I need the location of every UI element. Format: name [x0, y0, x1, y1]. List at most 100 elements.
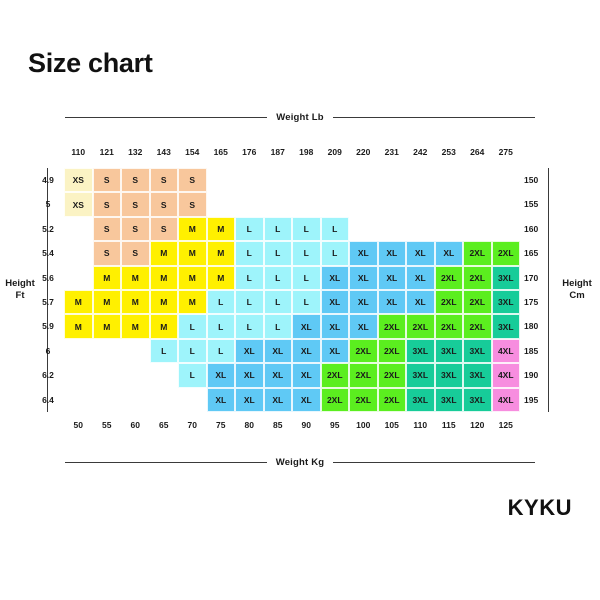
size-cell: L [292, 265, 321, 290]
weight-kg-axis-caption: Weight Kg [65, 457, 535, 468]
height-ft-tick: 5.7 [42, 296, 54, 307]
size-cell-empty [435, 217, 464, 241]
size-cell: L [263, 289, 292, 315]
height-ft-tick: 6.4 [42, 394, 54, 405]
size-cell-empty [264, 192, 293, 216]
size-cell: M [206, 216, 235, 242]
size-cell-empty [435, 192, 464, 216]
height-cm-tick: 185 [524, 345, 539, 356]
size-cell-empty [178, 388, 207, 412]
size-cell: XL [263, 338, 292, 364]
weight-lb-tick: 253 [441, 147, 456, 157]
size-cell: S [149, 216, 178, 242]
size-cell: L [235, 265, 264, 290]
size-cell-empty [93, 388, 122, 412]
size-cell: 3XL [463, 387, 492, 412]
size-cell: 2XL [463, 265, 492, 290]
size-cell: 2XL [434, 314, 463, 339]
height-ft-label-line2: Ft [15, 290, 25, 301]
weight-kg-tick: 50 [73, 420, 83, 430]
size-cell: 3XL [491, 289, 520, 315]
size-cell: 2XL [349, 387, 378, 412]
height-ft-tick: 5 [45, 199, 51, 210]
size-cell-empty [406, 192, 435, 216]
height-cm-tick: 175 [524, 296, 539, 307]
size-cell: XL [206, 387, 235, 412]
size-cell-empty [121, 339, 150, 363]
size-cell: S [121, 216, 150, 242]
size-cell: S [149, 168, 178, 193]
size-cell: S [149, 192, 178, 217]
size-cell: M [149, 241, 178, 266]
size-grid-row: L L L XL XL XL XL 2XL 2XL 3XL 3XL 3XL 4XL [64, 338, 520, 364]
size-cell: S [92, 216, 121, 242]
size-cell: 3XL [434, 387, 463, 412]
size-cell: S [92, 168, 121, 193]
weight-kg-tick: 90 [301, 420, 311, 430]
height-ft-tick: 5.4 [42, 248, 54, 259]
size-cell: M [178, 289, 207, 315]
size-cell: L [263, 216, 292, 242]
size-cell: 3XL [406, 387, 435, 412]
size-cell: M [121, 289, 150, 315]
size-cell: XS [64, 168, 93, 193]
size-cell: XS [64, 192, 93, 217]
size-cell: XL [406, 241, 435, 266]
caption-rule-right [333, 462, 535, 463]
height-ft-axis-caption: Height Ft [0, 168, 62, 412]
weight-lb-axis-caption: Weight Lb [65, 112, 536, 123]
size-cell: 2XL [491, 241, 520, 266]
size-cell: L [178, 314, 207, 339]
height-cm-tick: 160 [524, 223, 539, 234]
size-cell: 2XL [434, 289, 463, 315]
height-cm-label: Height Cm [556, 278, 598, 302]
size-cell-empty [463, 192, 492, 216]
size-cell: XL [292, 338, 321, 364]
size-cell: 3XL [463, 363, 492, 388]
weight-kg-tick: 70 [187, 420, 197, 430]
size-cell-empty [349, 192, 378, 216]
size-cell: XL [292, 314, 321, 339]
size-cell-empty [64, 388, 93, 412]
height-cm-tick: 190 [524, 370, 539, 381]
size-cell: 3XL [406, 363, 435, 388]
size-cell-empty [64, 266, 93, 290]
size-cell-empty [64, 363, 93, 387]
weight-kg-tick: 80 [244, 420, 254, 430]
size-cell: XL [292, 387, 321, 412]
weight-lb-tick: 143 [156, 147, 171, 157]
height-ft-label-line1: Height [5, 278, 35, 289]
size-cell: XL [235, 363, 264, 388]
size-cell: M [64, 314, 93, 339]
size-cell-empty [64, 339, 93, 363]
size-cell: M [178, 241, 207, 266]
size-cell: XL [235, 338, 264, 364]
weight-kg-label: Weight Kg [275, 457, 325, 468]
weight-kg-tick: 55 [102, 420, 112, 430]
size-cell: 2XL [377, 363, 406, 388]
size-cell: L [263, 241, 292, 266]
size-grid-row: M M M M M L L L XL XL XL XL 2XL 2XL 3XL [64, 265, 520, 290]
size-cell: L [178, 363, 207, 388]
size-cell: XL [206, 363, 235, 388]
size-cell-empty [349, 168, 378, 192]
weight-lb-tick: 165 [213, 147, 228, 157]
size-cell-empty [292, 168, 321, 192]
size-cell: 3XL [491, 314, 520, 339]
size-cell: M [206, 265, 235, 290]
size-cell-empty [378, 168, 407, 192]
size-cell: 3XL [406, 338, 435, 364]
weight-kg-tick: 105 [384, 420, 399, 430]
height-cm-label-line1: Height [562, 278, 592, 289]
weight-lb-tick: 242 [413, 147, 428, 157]
size-grid-row: XS S S S S [64, 192, 520, 217]
size-cell-empty [150, 363, 179, 387]
height-ft-tick: 5.9 [42, 321, 54, 332]
height-ft-label: Height Ft [0, 278, 40, 302]
weight-lb-tick: 154 [185, 147, 200, 157]
size-cell: XL [377, 289, 406, 315]
size-cell-empty [93, 339, 122, 363]
size-cell: L [235, 314, 264, 339]
